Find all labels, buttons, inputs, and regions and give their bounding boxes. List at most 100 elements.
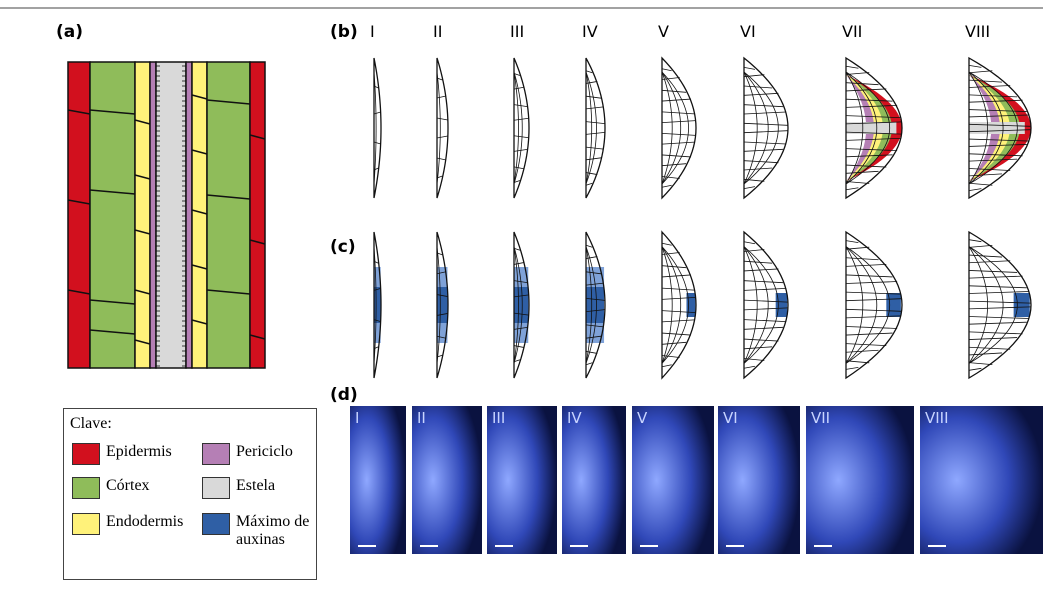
stele-band [969, 122, 1025, 134]
auxin-row [374, 232, 1031, 378]
cell-wall [846, 66, 858, 68]
cell-wall [662, 133, 696, 135]
cell-wall [662, 247, 689, 364]
cell-wall [744, 269, 778, 271]
primordia-row: IIIIIIIVVVIVIIVIII [370, 22, 1031, 198]
cell-wall [969, 270, 1017, 272]
photo [412, 406, 482, 554]
cell-wall [662, 164, 686, 166]
cell-wall [514, 167, 524, 169]
cell-wall [586, 72, 592, 184]
cell-wall [744, 242, 755, 244]
photo-label: V [637, 409, 648, 427]
cell-wall [744, 261, 772, 263]
cell-wall [744, 247, 778, 364]
photo-label: VI [723, 409, 738, 427]
cell-wall [586, 132, 605, 134]
cell-wall [662, 247, 681, 364]
legend-item: Periciclo [202, 443, 314, 465]
photo [487, 406, 557, 554]
cell-wall [662, 90, 686, 92]
cell-wall [662, 121, 696, 123]
legend-label: Córtex [106, 477, 150, 495]
stage-label: I [370, 22, 375, 41]
cell-wall [969, 368, 981, 370]
cell-wall [744, 72, 778, 184]
root-diagram [68, 62, 265, 368]
cell-wall [744, 187, 755, 189]
photo-label: I [355, 409, 359, 427]
photo-label: IV [567, 409, 582, 427]
stage-label: V [658, 22, 669, 41]
cell-wall [437, 136, 448, 138]
cell-wall [846, 188, 858, 190]
cell-wall [662, 112, 694, 114]
cell-wall [374, 112, 381, 114]
cell-wall [514, 118, 529, 120]
cell-wall [744, 168, 772, 170]
cell-wall [744, 67, 755, 69]
cell-wall [514, 87, 524, 89]
cell-wall [744, 142, 786, 144]
cell-wall [662, 142, 694, 144]
photo-row: IIIIIIIVVVIVIIVIII [350, 406, 1043, 554]
legend-swatch [72, 513, 100, 535]
cell-wall [969, 245, 992, 247]
cell-wall [969, 71, 992, 73]
legend-item: Córtex [72, 477, 200, 499]
cell-wall [846, 367, 858, 369]
auxin-max [437, 287, 447, 323]
legend-label: Estela [236, 477, 275, 495]
legend-label: Máximo de auxinas [236, 513, 314, 549]
photo [350, 406, 406, 554]
stage-label: II [433, 22, 442, 41]
auxin-max [374, 287, 381, 323]
stage-label: IV [582, 22, 598, 41]
photo [562, 406, 626, 554]
cell-wall [437, 118, 448, 120]
cell-wall [662, 243, 672, 245]
cell-wall [586, 71, 592, 73]
cell-wall [744, 281, 783, 283]
panel-label: (b) [330, 22, 358, 42]
cell-wall [969, 189, 981, 191]
legend-item: Estela [202, 477, 314, 499]
cell-wall [662, 72, 681, 184]
photo [806, 406, 914, 554]
cell-wall [744, 247, 768, 364]
cell-wall [969, 247, 1017, 364]
tissue-strip [68, 62, 90, 368]
legend-item: Epidermis [72, 443, 200, 465]
legend-title: Clave: [70, 415, 112, 433]
page: (a) (b) (c) (d) IIIIIIIVVVIVIIVIII IIIII… [0, 0, 1043, 594]
cell-wall [662, 320, 694, 322]
cell-wall [744, 105, 783, 107]
tissue-strip [90, 62, 135, 368]
cell-wall [744, 123, 788, 125]
cell-wall [846, 264, 886, 266]
cell-wall [662, 365, 672, 367]
cell-wall [437, 96, 446, 98]
cell-wall [969, 183, 992, 185]
cell-wall [744, 247, 757, 364]
cell-wall [514, 262, 524, 264]
cell-wall [969, 322, 1027, 324]
cell-wall [586, 72, 596, 184]
cell-wall [586, 122, 605, 124]
tissue-strip [250, 62, 265, 368]
stage-label: VII [842, 22, 862, 41]
photo-label: VII [811, 409, 830, 427]
cell-wall [744, 131, 788, 133]
cell-wall [744, 72, 768, 184]
photo [632, 406, 714, 554]
cell-wall [744, 320, 786, 322]
cell-wall [744, 339, 778, 341]
panel-label: (d) [330, 385, 358, 405]
cell-wall [969, 338, 1017, 340]
cell-wall [662, 266, 686, 268]
stage-label: VI [740, 22, 756, 41]
cell-wall [586, 245, 592, 247]
legend-label: Endodermis [106, 513, 183, 531]
cell-wall [662, 247, 672, 364]
panel-label: (a) [56, 22, 83, 42]
